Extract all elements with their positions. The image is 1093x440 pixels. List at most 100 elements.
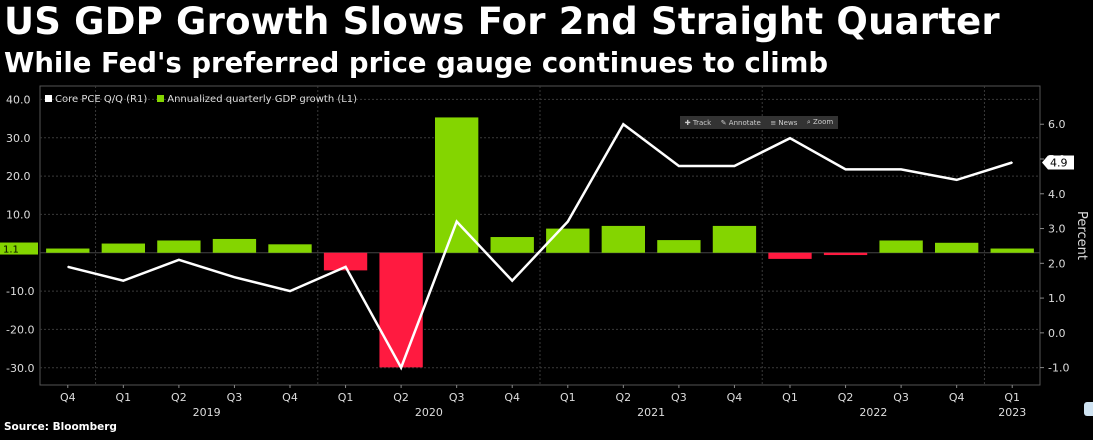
x-tick-label: Q1 xyxy=(338,391,354,404)
chart-toolbar: ✚ Track ✎ Annotate ≡ News ⌕ Zoom xyxy=(680,116,838,129)
gdp-bar xyxy=(435,117,479,253)
left-tick-label: 40.0 xyxy=(6,93,31,106)
core-pce-point xyxy=(122,280,124,282)
chart-title: US GDP Growth Slows For 2nd Straight Qua… xyxy=(4,0,1000,43)
gdp-bar xyxy=(712,225,757,253)
x-tick-label: Q3 xyxy=(893,391,909,404)
right-tick-label: -1.0 xyxy=(1048,362,1069,375)
gdp-bar xyxy=(823,252,868,256)
year-label: 2021 xyxy=(637,406,665,419)
right-tick-label: 1.0 xyxy=(1048,292,1066,305)
x-tick-label: Q4 xyxy=(727,391,743,404)
gdp-bar xyxy=(601,225,645,253)
chart-subtitle: While Fed's preferred price gauge contin… xyxy=(4,47,829,79)
x-tick-label: Q2 xyxy=(615,391,631,404)
zoom-label: Zoom xyxy=(813,118,834,126)
left-tick-label: -10.0 xyxy=(6,285,34,298)
core-pce-point xyxy=(678,165,680,167)
x-tick-label: Q4 xyxy=(282,391,298,404)
legend-item-line[interactable]: Core PCE Q/Q (R1) xyxy=(45,94,147,105)
x-tick-label: Q3 xyxy=(671,391,687,404)
right-tick-label: 6.0 xyxy=(1048,118,1066,131)
gdp-bar xyxy=(990,248,1034,253)
right-axis-title: Percent xyxy=(1074,211,1089,260)
core-pce-point xyxy=(733,165,736,167)
core-pce-point xyxy=(511,280,513,282)
year-label: 2022 xyxy=(859,406,887,419)
bar-series xyxy=(46,117,1034,368)
annotate-button[interactable]: ✎ Annotate xyxy=(720,118,761,127)
core-pce-point xyxy=(900,168,902,171)
legend-label-bar: Annualized quarterly GDP growth (L1) xyxy=(167,94,358,105)
core-pce-line xyxy=(67,122,1013,371)
legend-swatch-white xyxy=(45,95,52,102)
left-tick-label: 30.0 xyxy=(6,132,31,145)
x-tick-label: Q4 xyxy=(949,391,965,404)
core-pce-point xyxy=(344,266,347,268)
last-value-label-left: 1.1 xyxy=(3,245,19,256)
x-tick-label: Q2 xyxy=(171,391,187,404)
core-pce-point xyxy=(456,220,458,223)
source-note: Source: Bloomberg xyxy=(4,421,117,433)
gdp-bar xyxy=(101,243,145,253)
x-tick-label: Q3 xyxy=(227,391,243,404)
core-pce-point xyxy=(567,220,569,223)
gdp-bar xyxy=(657,240,701,253)
right-tick-label: 0.0 xyxy=(1048,327,1066,340)
last-value-badge-left xyxy=(0,242,38,255)
x-tick-label: Q1 xyxy=(560,391,576,404)
x-tick-label: Q4 xyxy=(504,391,520,404)
left-tick-label: 10.0 xyxy=(6,208,31,221)
gdp-bar xyxy=(268,244,312,253)
core-pce-point xyxy=(289,290,291,292)
line-series xyxy=(67,122,1013,371)
last-value-badge-right xyxy=(1042,155,1074,170)
core-pce-point xyxy=(789,137,791,139)
core-pce-point xyxy=(233,276,236,278)
left-tick-label: -20.0 xyxy=(6,323,34,336)
x-tick-label: Q1 xyxy=(1004,391,1020,404)
x-tick-label: Q3 xyxy=(449,391,465,404)
gdp-bar xyxy=(212,238,257,253)
news-button[interactable]: ≡ News xyxy=(770,118,798,127)
core-pce-point xyxy=(178,259,180,261)
legend: Core PCE Q/Q (R1) Annualized quarterly G… xyxy=(45,94,357,105)
track-button[interactable]: ✚ Track xyxy=(684,118,712,127)
grid-lines xyxy=(39,85,1041,386)
axes: 40.030.020.010.0-10.0-20.0-30.06.05.04.0… xyxy=(0,93,1089,419)
core-pce-point xyxy=(67,266,69,268)
gdp-bar xyxy=(157,240,201,253)
x-tick-label: Q1 xyxy=(115,391,131,404)
legend-item-bar[interactable]: Annualized quarterly GDP growth (L1) xyxy=(157,94,357,105)
x-tick-label: Q2 xyxy=(838,391,854,404)
gdp-bar xyxy=(379,252,423,368)
x-tick-label: Q4 xyxy=(60,391,76,404)
last-value-label-right: 4.9 xyxy=(1050,156,1068,169)
year-label: 2019 xyxy=(193,406,221,419)
gdp-bar xyxy=(768,252,812,259)
core-pce-point xyxy=(622,123,624,125)
right-tick-label: 2.0 xyxy=(1048,257,1066,270)
year-label: 2020 xyxy=(415,406,443,419)
core-pce-point xyxy=(1011,161,1013,164)
year-label: 2023 xyxy=(998,406,1026,419)
right-tick-label: 3.0 xyxy=(1048,223,1066,236)
gdp-bar xyxy=(490,237,534,253)
core-pce-point xyxy=(844,168,847,171)
core-pce-point xyxy=(400,367,402,369)
side-panel-icon[interactable] xyxy=(1084,402,1093,416)
x-tick-label: Q1 xyxy=(782,391,798,404)
zoom-button[interactable]: ⌕ Zoom xyxy=(806,118,834,126)
core-pce-point xyxy=(956,179,958,181)
track-label: Track xyxy=(692,118,712,127)
gdp-bar xyxy=(879,240,923,253)
gdp-bar xyxy=(323,252,368,271)
left-tick-label: 20.0 xyxy=(6,170,31,183)
left-tick-label: -30.0 xyxy=(6,362,34,375)
legend-label-line: Core PCE Q/Q (R1) xyxy=(55,94,148,105)
news-label: News xyxy=(778,118,798,127)
gdp-bar xyxy=(46,248,90,253)
right-tick-label: 4.0 xyxy=(1048,188,1066,201)
gdp-bar xyxy=(935,242,979,253)
